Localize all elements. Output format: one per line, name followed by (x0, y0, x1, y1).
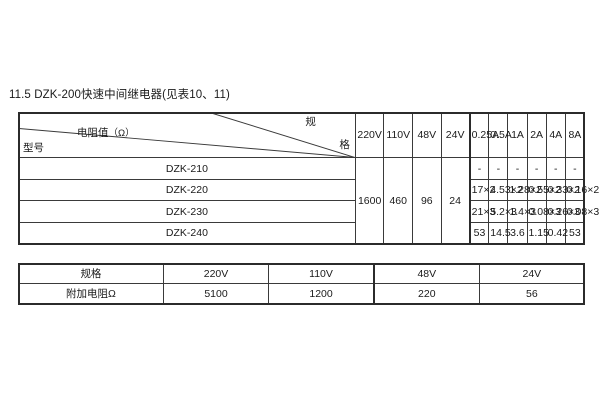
header-current-0-5a: 0.5A (488, 111, 512, 159)
corner-label-spec-char-1: 规 (305, 116, 316, 128)
spec-cell-24v: 24V (478, 262, 586, 285)
cell-dzk-230-4a: 0.26×3 (545, 200, 580, 223)
cell-dzk-210-0-5a: - (488, 157, 509, 180)
corner-header-cell: 规 格 电阻值（Ω） 型号 (18, 111, 356, 159)
header-current-4a: 4A (545, 111, 566, 159)
resistance-cell-220v: 1600 (354, 157, 385, 245)
table-row: DZK-240 53 14.5 3.6 1.15 0.42 53 (18, 221, 586, 245)
resistance-cell-24v: 24 (440, 157, 471, 245)
cell-dzk-220-2a: 0.55×2 (526, 178, 561, 202)
cell-dzk-210-4a: - (545, 157, 566, 180)
cell-dzk-240-0-5a: 14.5 (488, 221, 511, 245)
header-current-2a: 2A (526, 111, 547, 159)
table-row-spec: 规格 220V 110V 48V 24V (18, 262, 586, 285)
resistor-cell-220v: 5100 (162, 283, 270, 306)
corner-label-model: 型号 (23, 142, 44, 154)
model-cell-dzk-230: DZK-230 (18, 200, 356, 223)
corner-label-spec-char-2: 格 (339, 139, 350, 151)
corner-label-resistance-unit: （Ω） (108, 128, 135, 139)
corner-label-resistance: 电阻值（Ω） (77, 127, 135, 140)
cell-dzk-230-0-25a: 21×3 (468, 200, 495, 223)
resistance-cell-48v: 96 (412, 157, 442, 245)
cell-dzk-240-4a: 0.42 (545, 221, 568, 245)
cell-dzk-240-1a: 3.6 (507, 221, 528, 245)
cell-dzk-240-0-25a: 53 (468, 221, 490, 245)
table-row-resistor: 附加电阻Ω 5100 1200 220 56 (18, 283, 586, 306)
cell-dzk-210-1a: - (507, 157, 528, 180)
resistance-cell-110v: 460 (383, 157, 414, 245)
header-voltage-220v: 220V (354, 111, 385, 159)
table-row: DZK-230 21×3 5.2×3 1.4×3 0.08×3 0.26×3 0… (18, 200, 599, 223)
header-current-8a: 8A (564, 111, 586, 159)
resistor-cell-110v: 1200 (268, 283, 375, 306)
additional-resistor-table: 规格 220V 110V 48V 24V 附加电阻Ω 5100 1200 220… (18, 262, 586, 306)
spec-cell-110v: 110V (268, 262, 375, 285)
cell-dzk-230-2a: 0.08×3 (526, 200, 561, 223)
diagonal-divider-lines (19, 113, 355, 157)
header-voltage-110v: 110V (383, 111, 414, 159)
cell-dzk-230-1a: 1.4×3 (507, 200, 536, 223)
table-header-row: 规 格 电阻值（Ω） 型号 220V 110V 48V 24V 0.25A 0.… (18, 111, 586, 159)
row-label-additional-resistor: 附加电阻Ω (18, 283, 164, 306)
resistor-cell-48v: 220 (372, 283, 480, 306)
resistor-cell-24v: 56 (478, 283, 586, 306)
cell-dzk-220-0-5a: 4.53×2 (488, 178, 523, 202)
spec-cell-48v: 48V (372, 262, 480, 285)
cell-dzk-220-1a: 1.28×2 (507, 178, 542, 202)
cell-dzk-210-8a: - (564, 157, 586, 180)
corner-label-resistance-text: 电阻值 (77, 127, 109, 139)
model-cell-dzk-240: DZK-240 (18, 221, 356, 245)
table-grid: 规 格 电阻值（Ω） 型号 220V 110V 48V 24V 0.25A 0.… (18, 111, 599, 245)
cell-dzk-240-2a: 1.15 (526, 221, 549, 245)
cell-dzk-220-8a: 0.16×2 (564, 178, 599, 202)
table-grid: 规格 220V 110V 48V 24V 附加电阻Ω 5100 1200 220… (18, 262, 586, 306)
cell-dzk-210-0-25a: - (468, 157, 490, 180)
cell-dzk-240-8a: 53 (564, 221, 586, 245)
cell-dzk-220-0-25a: 17×2 (468, 178, 495, 202)
table-row: DZK-220 17×2 4.53×2 1.28×2 0.55×2 0.33×2… (18, 178, 599, 202)
model-cell-dzk-220: DZK-220 (18, 178, 356, 202)
cell-dzk-230-8a: 0.08×3 (564, 200, 599, 223)
header-current-1a: 1A (507, 111, 528, 159)
header-current-0-25a: 0.25A (468, 111, 499, 159)
header-voltage-48v: 48V (412, 111, 442, 159)
relay-resistance-table: 规 格 电阻值（Ω） 型号 220V 110V 48V 24V 0.25A 0.… (18, 111, 599, 245)
cell-dzk-220-4a: 0.33×2 (545, 178, 580, 202)
page-title: 11.5 DZK-200快速中间继电器(见表10、11) (9, 89, 230, 101)
model-cell-dzk-210: DZK-210 (18, 157, 356, 180)
cell-dzk-230-0-5a: 5.2×3 (488, 200, 517, 223)
cell-dzk-210-2a: - (526, 157, 547, 180)
row-label-spec: 规格 (18, 262, 164, 285)
header-voltage-24v: 24V (440, 111, 471, 159)
table-row: DZK-210 1600 460 96 24 - - - - - - (18, 157, 586, 245)
spec-cell-220v: 220V (162, 262, 270, 285)
